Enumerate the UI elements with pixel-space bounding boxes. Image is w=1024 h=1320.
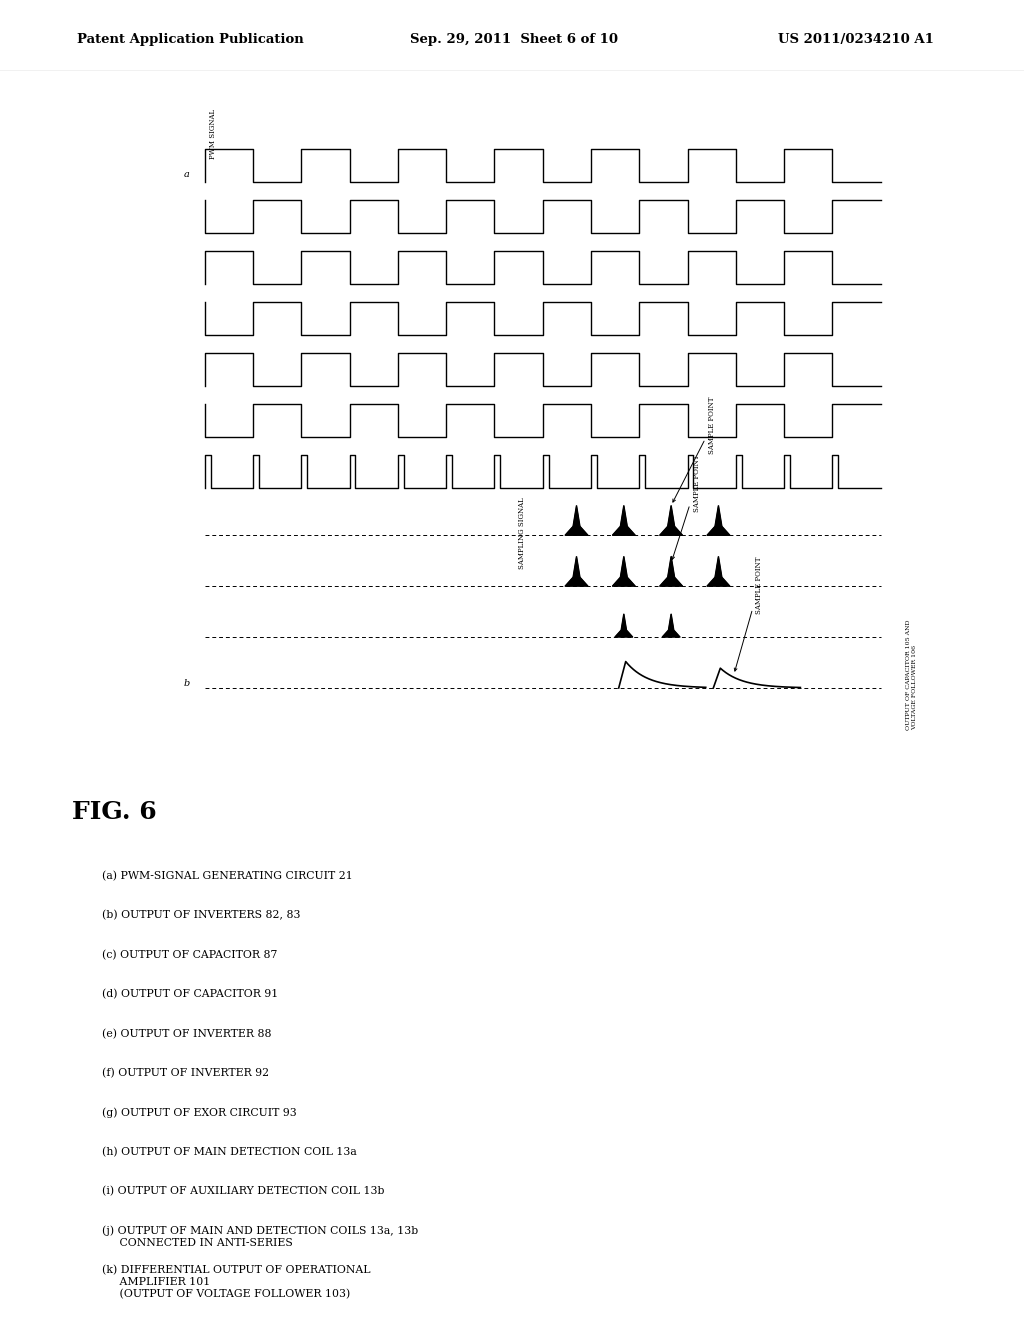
Text: Patent Application Publication: Patent Application Publication <box>77 33 303 46</box>
Text: (f) OUTPUT OF INVERTER 92: (f) OUTPUT OF INVERTER 92 <box>102 1068 269 1078</box>
Text: SAMPLE POINT: SAMPLE POINT <box>672 454 700 560</box>
Text: PWM SIGNAL: PWM SIGNAL <box>209 110 217 160</box>
Text: (j) OUTPUT OF MAIN AND DETECTION COILS 13a, 13b
     CONNECTED IN ANTI-SERIES: (j) OUTPUT OF MAIN AND DETECTION COILS 1… <box>102 1226 419 1247</box>
Polygon shape <box>565 506 588 536</box>
Text: FIG. 6: FIG. 6 <box>72 800 157 824</box>
Polygon shape <box>612 557 635 586</box>
Text: a: a <box>183 170 189 180</box>
Text: (g) OUTPUT OF EXOR CIRCUIT 93: (g) OUTPUT OF EXOR CIRCUIT 93 <box>102 1107 297 1118</box>
Text: (h) OUTPUT OF MAIN DETECTION COIL 13a: (h) OUTPUT OF MAIN DETECTION COIL 13a <box>102 1147 357 1158</box>
Text: US 2011/0234210 A1: US 2011/0234210 A1 <box>778 33 934 46</box>
Text: (c) OUTPUT OF CAPACITOR 87: (c) OUTPUT OF CAPACITOR 87 <box>102 949 278 960</box>
Text: (b) OUTPUT OF INVERTERS 82, 83: (b) OUTPUT OF INVERTERS 82, 83 <box>102 911 301 920</box>
Text: (a) PWM-SIGNAL GENERATING CIRCUIT 21: (a) PWM-SIGNAL GENERATING CIRCUIT 21 <box>102 871 353 882</box>
Text: (d) OUTPUT OF CAPACITOR 91: (d) OUTPUT OF CAPACITOR 91 <box>102 989 279 999</box>
Text: SAMPLE POINT: SAMPLE POINT <box>673 397 716 502</box>
Polygon shape <box>565 557 588 586</box>
Polygon shape <box>707 506 730 536</box>
Polygon shape <box>707 557 730 586</box>
Text: SAMPLING SIGNAL: SAMPLING SIGNAL <box>518 498 526 569</box>
Polygon shape <box>615 614 633 638</box>
Text: Sep. 29, 2011  Sheet 6 of 10: Sep. 29, 2011 Sheet 6 of 10 <box>410 33 617 46</box>
Polygon shape <box>612 506 635 536</box>
Text: (k) DIFFERENTIAL OUTPUT OF OPERATIONAL
     AMPLIFIER 101
     (OUTPUT OF VOLTAG: (k) DIFFERENTIAL OUTPUT OF OPERATIONAL A… <box>102 1265 371 1299</box>
Text: OUTPUT OF CAPACITOR 105 AND
VOLTAGE FOLLOWER 106: OUTPUT OF CAPACITOR 105 AND VOLTAGE FOLL… <box>906 619 918 730</box>
Text: (e) OUTPUT OF INVERTER 88: (e) OUTPUT OF INVERTER 88 <box>102 1028 272 1039</box>
Polygon shape <box>659 506 683 536</box>
Text: SAMPLE POINT: SAMPLE POINT <box>734 556 764 671</box>
Text: b: b <box>183 678 189 688</box>
Polygon shape <box>663 614 680 638</box>
Text: (i) OUTPUT OF AUXILIARY DETECTION COIL 13b: (i) OUTPUT OF AUXILIARY DETECTION COIL 1… <box>102 1187 385 1197</box>
Polygon shape <box>659 557 683 586</box>
